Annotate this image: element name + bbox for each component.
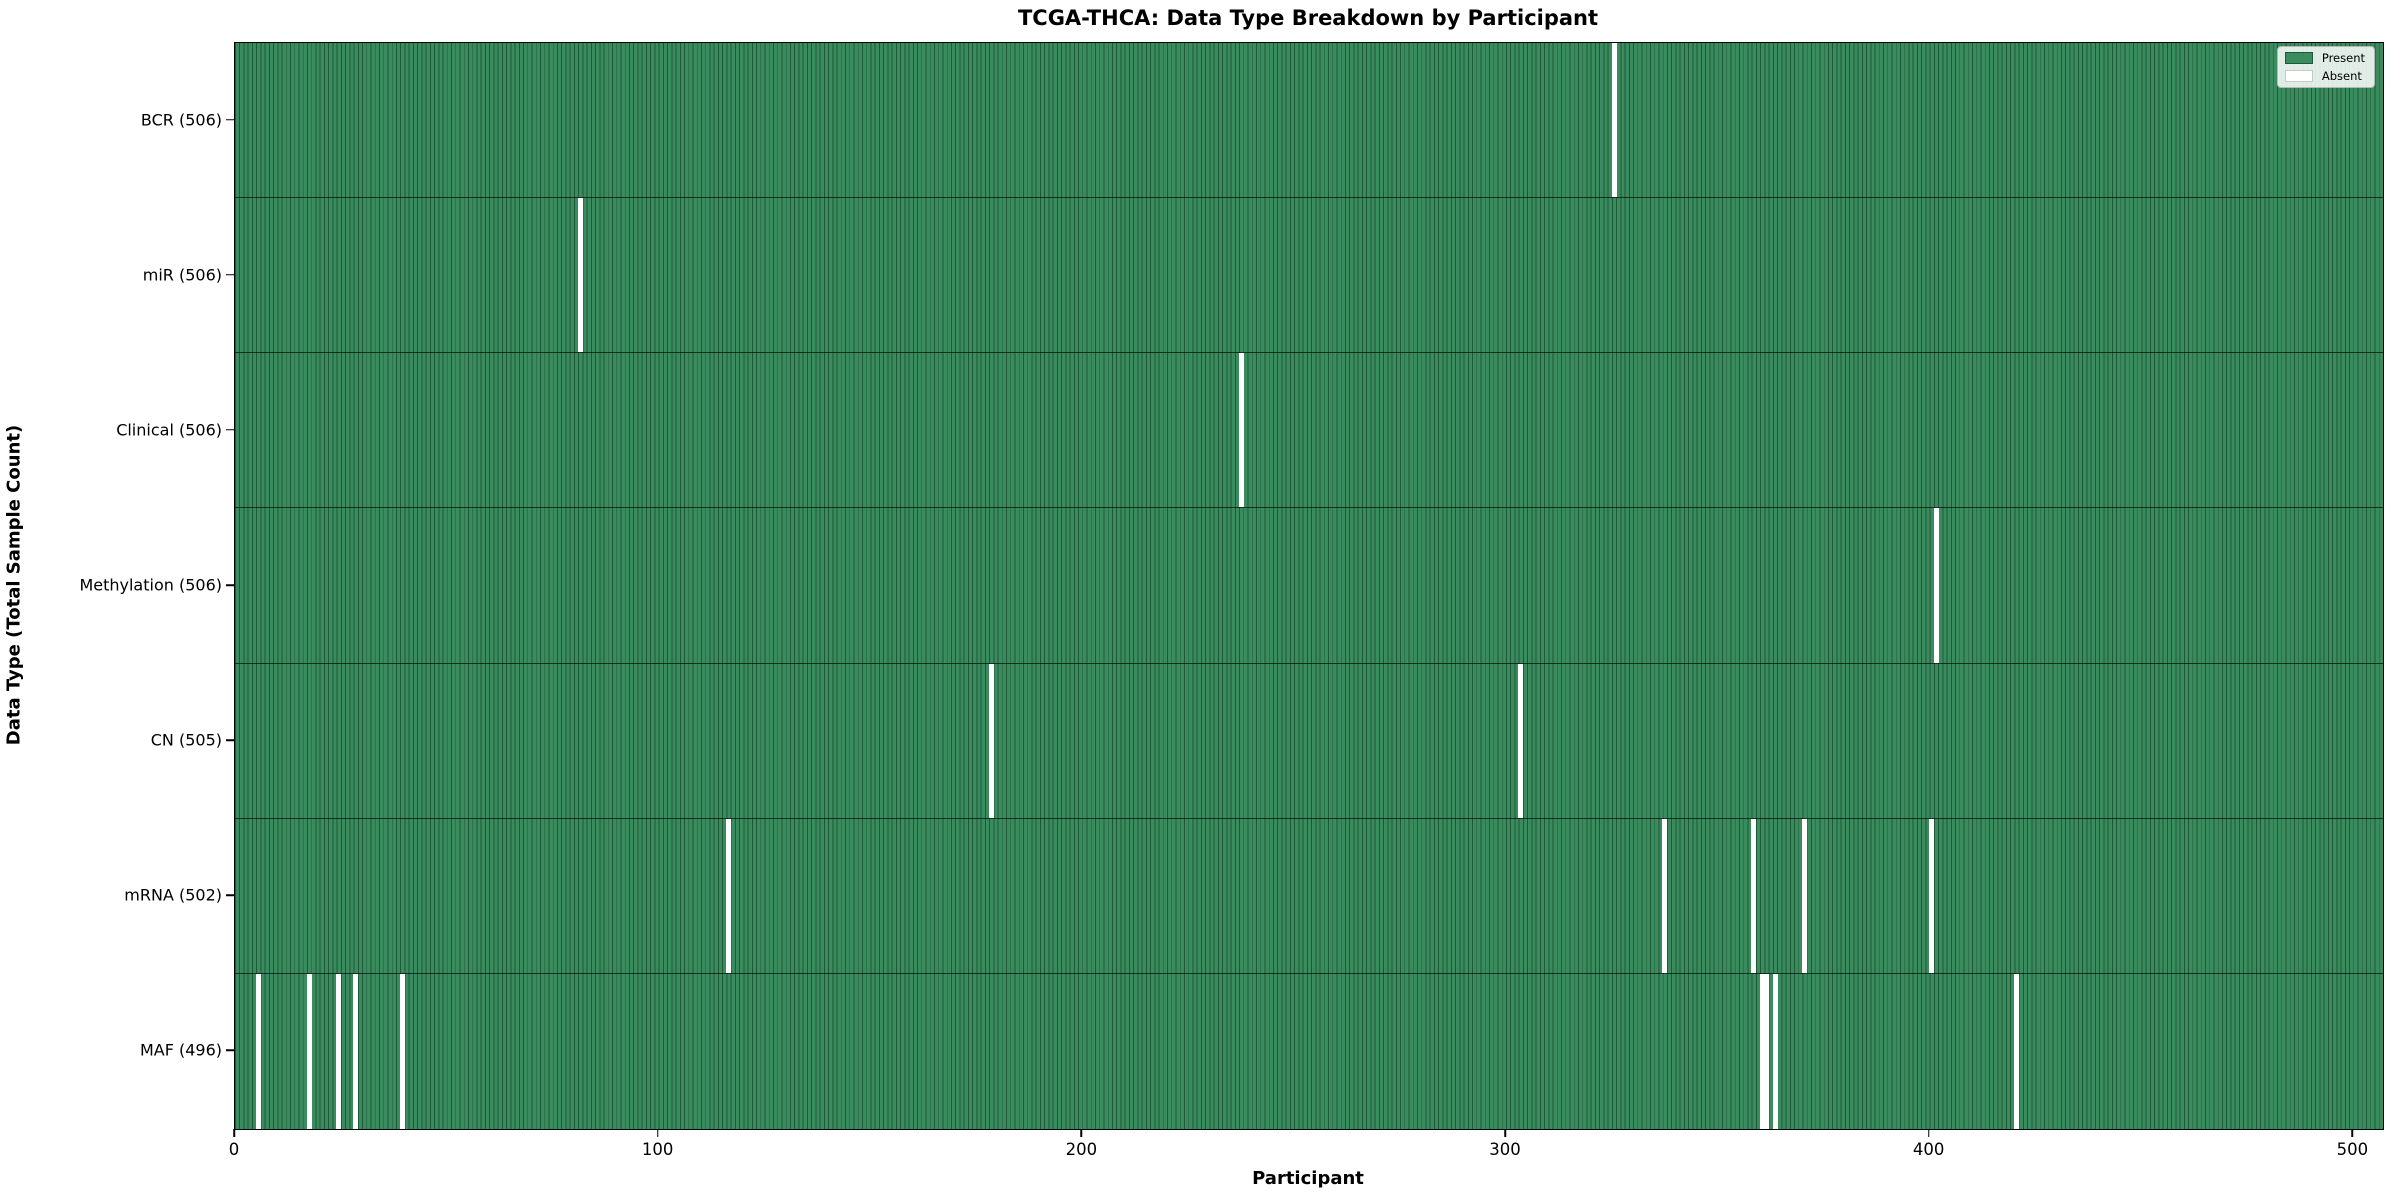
row-mrna — [235, 818, 2383, 974]
absent-gap-maf-8 — [2014, 973, 2020, 1129]
row-cn — [235, 663, 2383, 819]
legend-entry-absent: Absent — [2284, 68, 2365, 83]
absent-gap-mrna-3 — [1802, 818, 1808, 973]
absent-gap-cn-1 — [1518, 663, 1524, 818]
absent-gap-methylation-0 — [1933, 508, 1939, 663]
x-tick-mark-500 — [2351, 1129, 2354, 1137]
y-tick-label-methylation: Methylation (506) — [79, 575, 222, 595]
absent-gap-mrna-2 — [1751, 818, 1757, 973]
absent-gap-mrna-1 — [1662, 818, 1668, 973]
chart-title: TCGA-THCA: Data Type Breakdown by Partic… — [1017, 6, 1599, 30]
absent-gap-maf-6 — [1764, 973, 1770, 1129]
legend-entry-present: Present — [2284, 51, 2365, 65]
absent-gap-cn-0 — [988, 663, 994, 818]
row-bcr — [235, 43, 2383, 199]
y-tick-label-mrna: mRNA (502) — [124, 885, 222, 905]
x-tick-label-500: 500 — [2336, 1140, 2369, 1159]
absent-gap-maf-3 — [353, 973, 359, 1129]
absent-gap-maf-2 — [336, 973, 342, 1129]
y-tick-label-bcr: BCR (506) — [140, 110, 222, 130]
row-clinical — [235, 353, 2383, 509]
x-axis-title: Participant — [1252, 1168, 1364, 1189]
y-tick-mark-methylation — [226, 584, 234, 586]
x-tick-mark-200 — [1080, 1129, 1083, 1137]
absent-gap-mir-0 — [577, 198, 583, 353]
absent-gap-clinical-0 — [1238, 353, 1244, 508]
x-tick-label-300: 300 — [1489, 1140, 1521, 1159]
row-maf — [235, 973, 2383, 1129]
y-tick-label-cn: CN (505) — [150, 730, 222, 750]
y-tick-mark-bcr — [226, 118, 234, 121]
plot-area: Present Absent — [234, 42, 2384, 1130]
y-tick-mark-maf — [226, 1049, 234, 1052]
x-tick-mark-0 — [233, 1129, 235, 1137]
y-tick-mark-mir — [226, 273, 234, 276]
y-tick-label-clinical: Clinical (506) — [116, 420, 222, 440]
absent-gap-bcr-0 — [1611, 43, 1617, 198]
absent-gap-maf-5 — [1759, 973, 1765, 1129]
x-tick-mark-300 — [1504, 1129, 1506, 1137]
absent-gap-maf-1 — [306, 973, 312, 1129]
absent-gap-maf-4 — [399, 973, 405, 1129]
x-tick-mark-400 — [1927, 1129, 1930, 1137]
y-tick-label-mir: miR (506) — [142, 265, 222, 285]
absent-gap-mrna-4 — [1929, 818, 1935, 973]
y-tick-label-maf: MAF (496) — [139, 1040, 222, 1060]
legend-label: Present — [2321, 51, 2365, 65]
x-tick-label-0: 0 — [228, 1140, 240, 1159]
x-tick-label-400: 400 — [1912, 1140, 1945, 1159]
legend-swatch-present — [2284, 52, 2313, 65]
absent-gap-maf-0 — [255, 973, 261, 1129]
legend-swatch-absent — [2284, 69, 2313, 82]
legend-label: Absent — [2321, 68, 2362, 83]
legend: Present Absent — [2276, 46, 2375, 89]
x-tick-mark-100 — [656, 1129, 659, 1137]
absent-gap-maf-7 — [1772, 973, 1778, 1129]
absent-gap-mrna-0 — [726, 818, 732, 973]
x-tick-label-200: 200 — [1065, 1140, 1098, 1159]
y-tick-mark-cn — [226, 739, 234, 741]
y-tick-mark-mrna — [226, 894, 234, 897]
row-methylation — [235, 508, 2383, 664]
y-tick-mark-clinical — [226, 429, 234, 431]
x-tick-label-100: 100 — [641, 1140, 674, 1159]
row-mir — [235, 198, 2383, 354]
